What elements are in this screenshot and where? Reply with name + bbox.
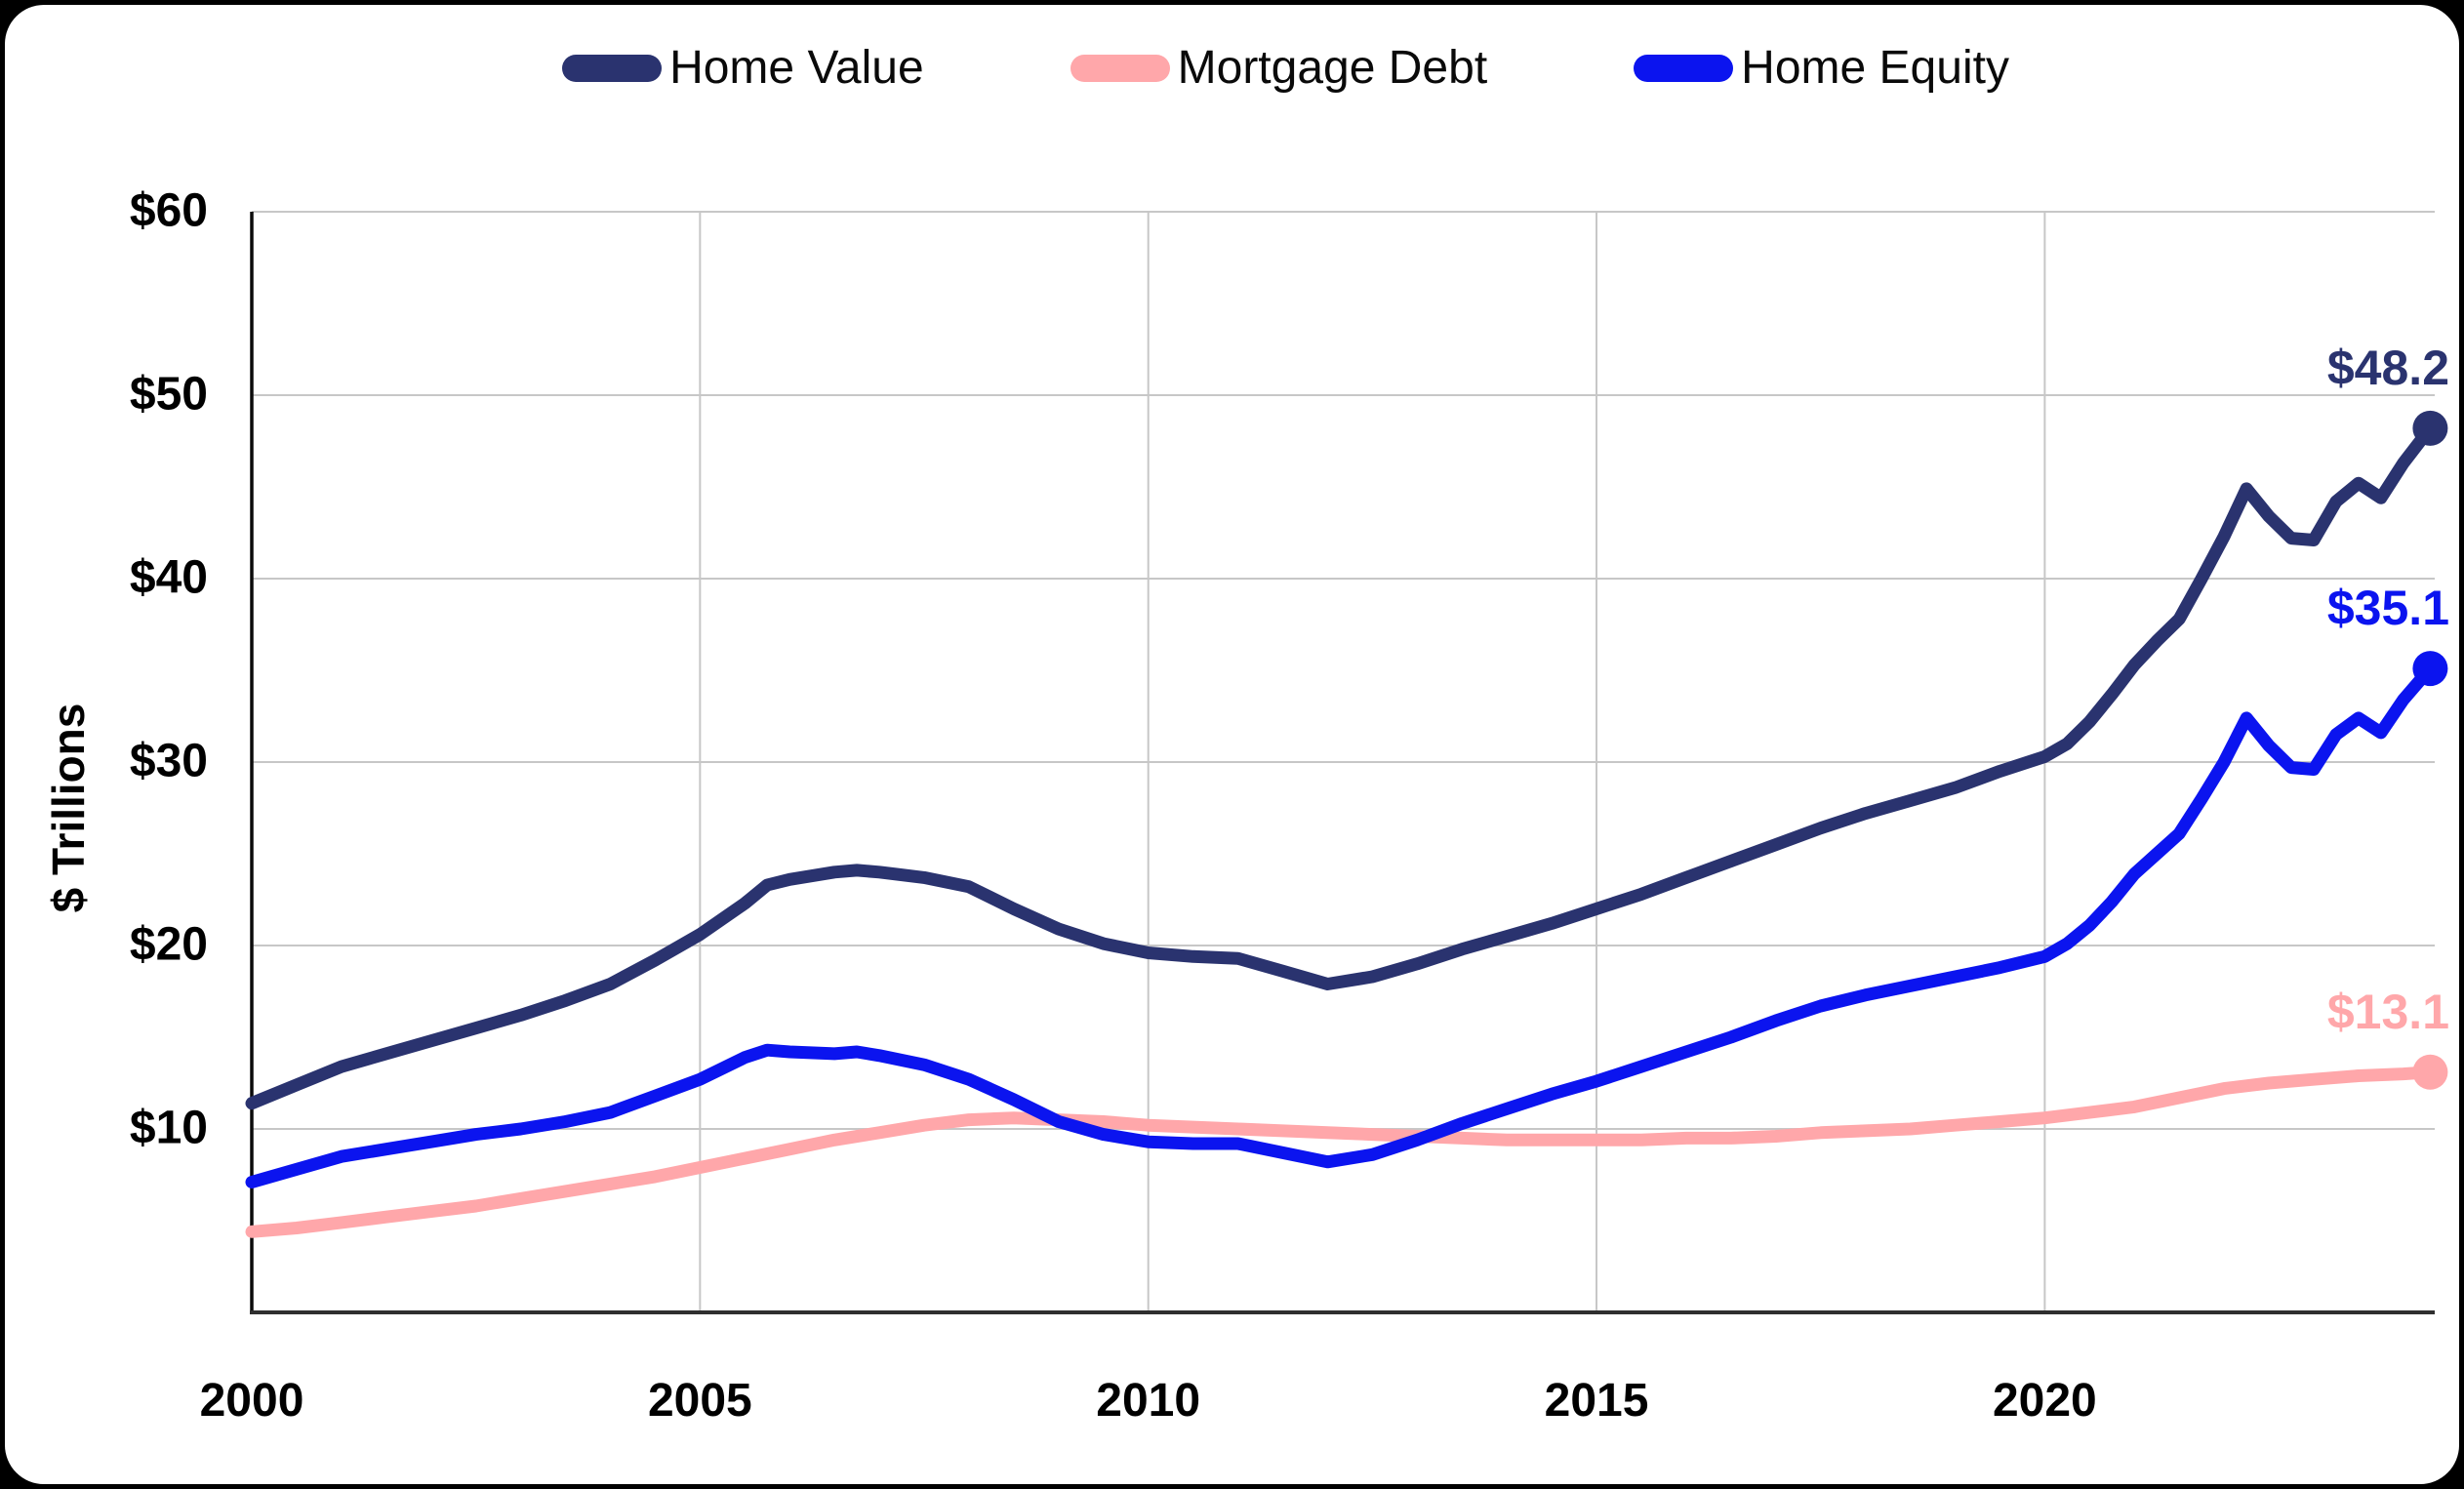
y-tick-label-60: $60 [129, 184, 208, 237]
x-tick-label-2005: 2005 [647, 1375, 752, 1427]
end-value-label-home-equity: $35.1 [2326, 581, 2449, 636]
x-tick-label-2010: 2010 [1096, 1375, 1201, 1427]
legend-label-home-equity: Home Equity [1741, 42, 2009, 94]
legend-item-home-equity: Home Equity [1634, 41, 2009, 95]
end-dot-mortgage-debt [2412, 1054, 2448, 1090]
legend-item-mortgage-debt: Mortgage Debt [1070, 41, 1488, 95]
chart-card [5, 5, 2459, 1484]
end-dot-home-value [2412, 410, 2448, 446]
x-tick-label-2015: 2015 [1544, 1375, 1649, 1427]
end-value-label-mortgage-debt: $13.1 [2326, 984, 2449, 1039]
legend-swatch-mortgage-debt [1070, 54, 1170, 82]
x-tick-label-2000: 2000 [199, 1375, 304, 1427]
series-line-home-value [245, 422, 2437, 1110]
series-line-home-equity [245, 662, 2437, 1188]
legend-item-home-value: Home Value [562, 41, 924, 95]
x-tick-label-2020: 2020 [1992, 1375, 2097, 1427]
y-tick-label-40: $40 [129, 551, 208, 604]
legend-label-home-value: Home Value [669, 42, 924, 94]
series-line-mortgage-debt [245, 1066, 2437, 1238]
y-tick-label-50: $50 [129, 368, 208, 421]
end-dot-home-equity [2412, 651, 2448, 687]
legend: Home Value Mortgage Debt Home Equity [0, 41, 2464, 95]
legend-swatch-home-value [562, 54, 663, 82]
legend-label-mortgage-debt: Mortgage Debt [1177, 42, 1488, 94]
y-tick-label-30: $30 [129, 735, 208, 787]
y-tick-label-10: $10 [129, 1102, 208, 1154]
legend-swatch-home-equity [1634, 54, 1734, 82]
y-tick-label-20: $20 [129, 918, 208, 971]
end-value-label-home-value: $48.2 [2326, 340, 2449, 395]
